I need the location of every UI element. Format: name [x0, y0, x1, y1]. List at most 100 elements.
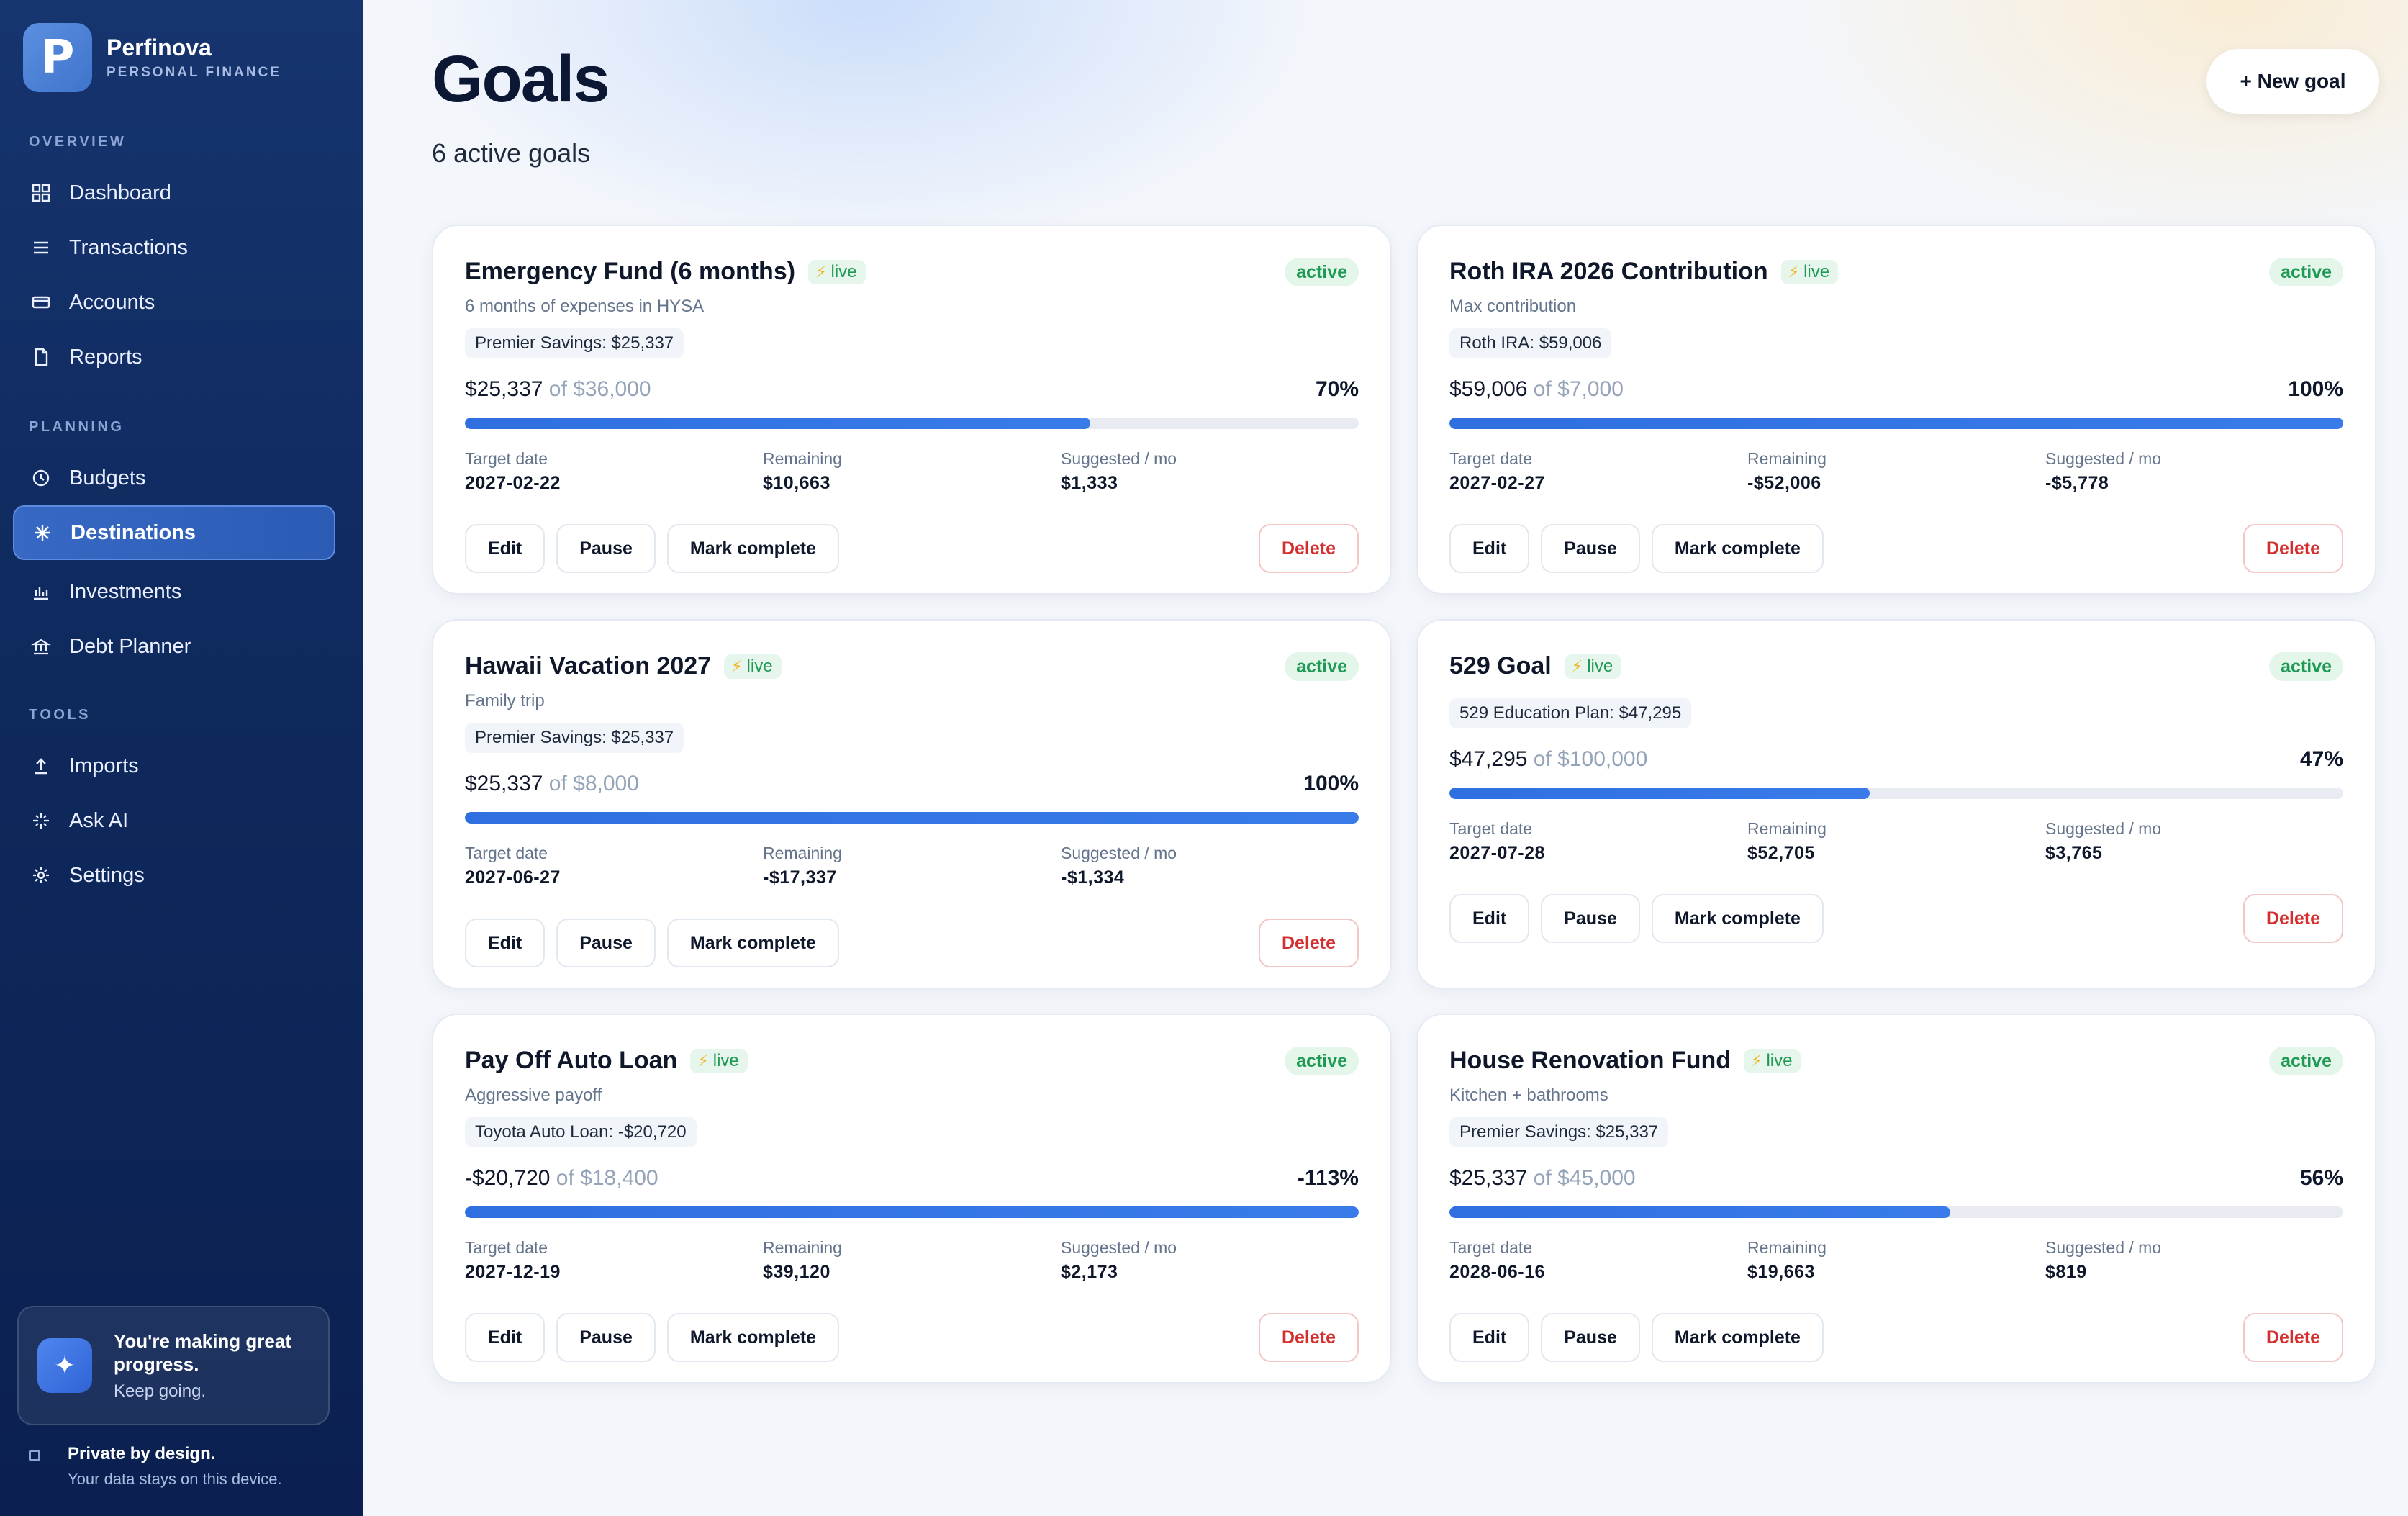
edit-button[interactable]: Edit: [1449, 894, 1530, 943]
goal-card: House Renovation Fund ⚡ live active Kitc…: [1416, 1014, 2376, 1384]
gear-icon: [29, 863, 53, 888]
edit-button[interactable]: Edit: [465, 1313, 546, 1362]
sidebar-item-debt-planner[interactable]: Debt Planner: [13, 619, 335, 674]
sidebar-item-settings[interactable]: Settings: [13, 848, 335, 903]
pause-button[interactable]: Pause: [556, 524, 656, 573]
live-label: live: [746, 656, 773, 676]
mark-complete-button[interactable]: Mark complete: [666, 1313, 839, 1362]
privacy-title: Private by design.: [68, 1444, 216, 1463]
target-amount: $7,000: [1557, 377, 1624, 401]
goal-description: Family trip: [465, 691, 545, 710]
delete-button[interactable]: Delete: [1258, 919, 1359, 967]
lightning-icon: ⚡: [731, 657, 743, 675]
live-badge: ⚡ live: [808, 259, 866, 284]
brand-subtitle: PERSONAL FINANCE: [107, 65, 281, 80]
lightning-icon: ⚡: [1751, 1051, 1762, 1070]
target-date-value: 2027-06-27: [465, 867, 561, 888]
goal-actions: Edit Pause Mark complete Delete: [1449, 1313, 2343, 1362]
sidebar-item-investments[interactable]: Investments: [13, 564, 335, 619]
target-date-label: Target date: [1449, 1238, 1533, 1257]
remaining-label: Remaining: [763, 1238, 842, 1257]
sidebar-item-imports[interactable]: Imports: [13, 739, 335, 793]
sidebar-item-accounts[interactable]: Accounts: [13, 275, 335, 330]
card-icon: [29, 290, 53, 315]
privacy-subtitle: Your data stays on this device.: [68, 1470, 282, 1488]
target-date-value: 2027-07-28: [1449, 843, 1545, 863]
brand-name: Perfinova: [107, 35, 212, 60]
delete-button[interactable]: Delete: [1258, 1313, 1359, 1362]
list-icon: [29, 235, 53, 260]
current-amount: $25,337: [1449, 1166, 1528, 1190]
delete-button[interactable]: Delete: [2242, 524, 2343, 573]
delete-button[interactable]: Delete: [1258, 524, 1359, 573]
sidebar-item-label: Accounts: [69, 290, 155, 314]
sidebar-item-label: Investments: [69, 579, 182, 603]
status-badge: active: [2269, 652, 2343, 681]
goal-description: Max contribution: [1449, 297, 1577, 316]
delete-button[interactable]: Delete: [2242, 1313, 2343, 1362]
goal-stats: Target date 2028-06-16 Remaining $19,663…: [1449, 1238, 2343, 1283]
target-amount: $36,000: [573, 377, 651, 401]
goal-description: Kitchen + bathrooms: [1449, 1086, 1608, 1105]
progress-bar-fill: [1449, 1206, 1950, 1218]
target-amount: $45,000: [1557, 1166, 1636, 1190]
status-badge: active: [1285, 1047, 1359, 1075]
suggested-label: Suggested / mo: [2045, 819, 2162, 838]
target-amount: $100,000: [1557, 747, 1648, 771]
bank-icon: [29, 634, 53, 659]
sidebar-item-destinations[interactable]: Destinations: [13, 505, 335, 560]
mark-complete-button[interactable]: Mark complete: [1651, 894, 1824, 943]
new-goal-button[interactable]: + New goal: [2206, 49, 2379, 114]
sidebar-item-label: Ask AI: [69, 808, 129, 832]
goal-amount: -$20,720 of $18,400: [465, 1166, 658, 1191]
mark-complete-button[interactable]: Mark complete: [666, 919, 839, 967]
status-badge: active: [2269, 1047, 2343, 1075]
privacy-note: Private by design. Your data stays on th…: [29, 1444, 282, 1489]
asterisk-icon: [30, 520, 55, 545]
goal-actions: Edit Pause Mark complete Delete: [465, 919, 1359, 967]
current-amount: $59,006: [1449, 377, 1528, 401]
progress-bar-fill: [1449, 788, 1870, 799]
pause-button[interactable]: Pause: [1541, 894, 1640, 943]
goal-title: Hawaii Vacation 2027: [465, 652, 712, 680]
brand[interactable]: P Perfinova PERSONAL FINANCE: [23, 23, 281, 92]
edit-button[interactable]: Edit: [1449, 1313, 1530, 1362]
mark-complete-button[interactable]: Mark complete: [1651, 1313, 1824, 1362]
pause-button[interactable]: Pause: [1541, 1313, 1640, 1362]
goal-amount: $59,006 of $7,000: [1449, 377, 1624, 402]
goal-amount: $47,295 of $100,000: [1449, 747, 1647, 772]
suggested-label: Suggested / mo: [2045, 449, 2162, 468]
pause-button[interactable]: Pause: [556, 1313, 656, 1362]
linked-account-chip: Premier Savings: $25,337: [1449, 1117, 1669, 1147]
of-label: of: [1533, 377, 1552, 401]
delete-button[interactable]: Delete: [2242, 894, 2343, 943]
linked-account-chip: Premier Savings: $25,337: [465, 723, 684, 753]
live-label: live: [1803, 261, 1830, 281]
sidebar-item-reports[interactable]: Reports: [13, 330, 335, 384]
progress-percent: -113%: [1297, 1166, 1359, 1190]
progress-bar-fill: [1449, 418, 2343, 429]
edit-button[interactable]: Edit: [465, 919, 546, 967]
sidebar-item-label: Settings: [69, 863, 145, 887]
section-label-planning: PLANNING: [29, 419, 125, 435]
sidebar-item-budgets[interactable]: Budgets: [13, 451, 335, 505]
mark-complete-button[interactable]: Mark complete: [666, 524, 839, 573]
suggested-value: $819: [2045, 1262, 2087, 1282]
pause-button[interactable]: Pause: [556, 919, 656, 967]
mark-complete-button[interactable]: Mark complete: [1651, 524, 1824, 573]
pause-button[interactable]: Pause: [1541, 524, 1640, 573]
linked-account-chip: Premier Savings: $25,337: [465, 328, 684, 358]
suggested-value: -$1,334: [1061, 867, 1125, 888]
edit-button[interactable]: Edit: [1449, 524, 1530, 573]
target-date-value: 2027-02-22: [465, 473, 561, 493]
suggested-label: Suggested / mo: [1061, 449, 1177, 468]
sidebar-item-transactions[interactable]: Transactions: [13, 220, 335, 275]
brand-logo: P: [23, 23, 92, 92]
edit-button[interactable]: Edit: [465, 524, 546, 573]
goal-card: Hawaii Vacation 2027 ⚡ live active Famil…: [432, 619, 1392, 989]
sidebar-item-ask-ai[interactable]: Ask AI: [13, 793, 335, 848]
current-amount: $47,295: [1449, 747, 1528, 771]
linked-account-chip: 529 Education Plan: $47,295: [1449, 698, 1692, 728]
live-badge: ⚡ live: [724, 654, 782, 679]
sidebar-item-dashboard[interactable]: Dashboard: [13, 166, 335, 220]
